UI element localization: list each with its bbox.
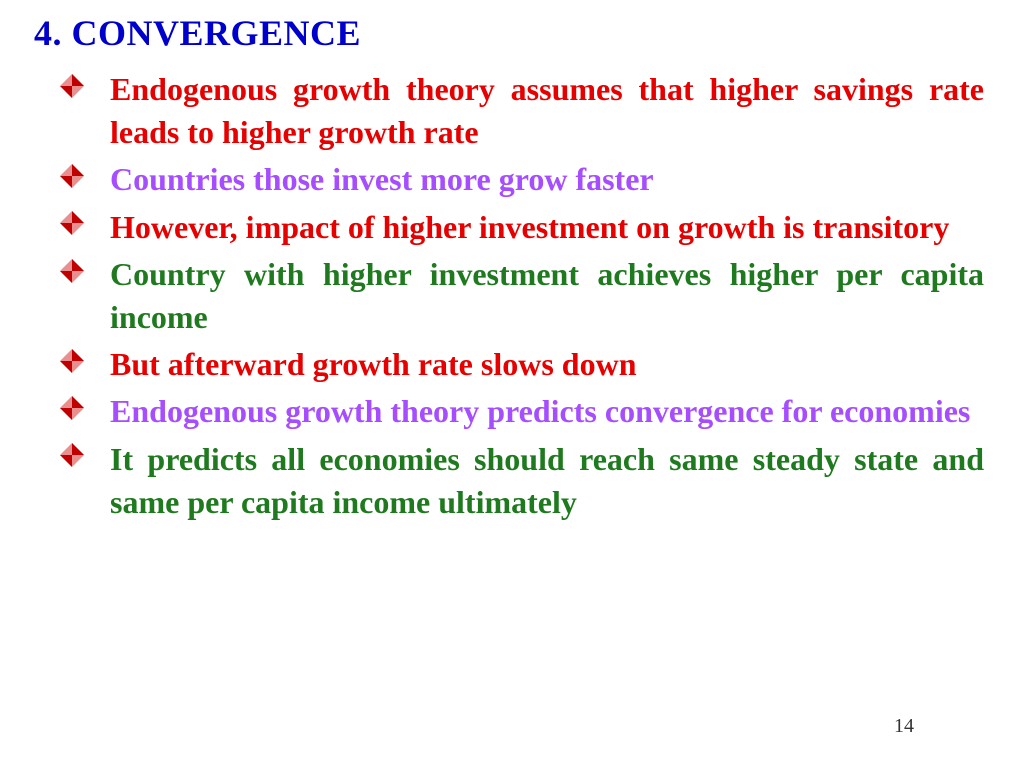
bullet-text: Country with higher investment achieves … xyxy=(110,256,984,335)
diamond-bullet-icon xyxy=(60,396,84,420)
diamond-bullet-icon xyxy=(60,211,84,235)
bullet-item: Endogenous growth theory predicts conver… xyxy=(60,390,984,433)
bullet-text: It predicts all economies should reach s… xyxy=(110,441,984,520)
bullet-list: Endogenous growth theory assumes that hi… xyxy=(30,68,994,524)
diamond-bullet-icon xyxy=(60,443,84,467)
bullet-item: However, impact of higher investment on … xyxy=(60,206,984,249)
bullet-item: But afterward growth rate slows down xyxy=(60,343,984,386)
slide-title: 4. CONVERGENCE xyxy=(34,12,994,54)
bullet-item: Countries those invest more grow faster xyxy=(60,158,984,201)
diamond-bullet-icon xyxy=(60,349,84,373)
diamond-bullet-icon xyxy=(60,74,84,98)
bullet-text: But afterward growth rate slows down xyxy=(110,346,636,382)
diamond-bullet-icon xyxy=(60,259,84,283)
bullet-text: Countries those invest more grow faster xyxy=(110,161,654,197)
bullet-text: However, impact of higher investment on … xyxy=(110,209,949,245)
bullet-text: Endogenous growth theory assumes that hi… xyxy=(110,71,984,150)
bullet-item: Country with higher investment achieves … xyxy=(60,253,984,339)
bullet-text: Endogenous growth theory predicts conver… xyxy=(110,393,970,429)
page-number: 14 xyxy=(894,715,914,738)
diamond-bullet-icon xyxy=(60,164,84,188)
slide: 4. CONVERGENCE Endogenous growth theory … xyxy=(0,0,1024,768)
bullet-item: It predicts all economies should reach s… xyxy=(60,438,984,524)
bullet-item: Endogenous growth theory assumes that hi… xyxy=(60,68,984,154)
